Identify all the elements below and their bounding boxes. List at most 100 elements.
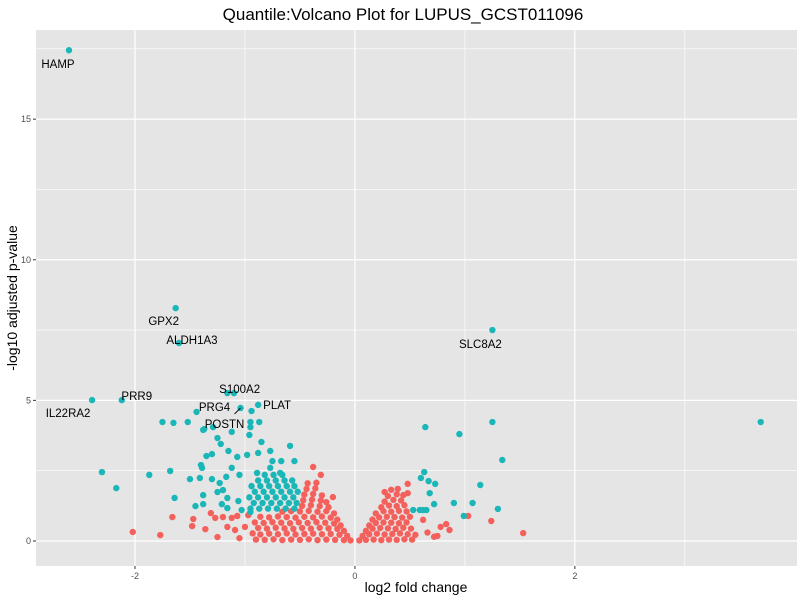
point-significant bbox=[469, 499, 476, 507]
point-significant bbox=[431, 480, 439, 488]
point-not-significant bbox=[309, 530, 317, 537]
point-not-significant bbox=[395, 507, 403, 515]
point-significant bbox=[291, 505, 298, 512]
point-not-significant bbox=[396, 530, 404, 537]
point-not-significant bbox=[397, 497, 405, 504]
gene-label: PRR9 bbox=[121, 391, 152, 403]
point-not-significant bbox=[381, 488, 388, 496]
point-not-significant bbox=[400, 524, 407, 531]
point-significant bbox=[203, 452, 210, 460]
point-not-significant bbox=[330, 510, 338, 517]
point-not-significant bbox=[393, 491, 400, 498]
point-significant bbox=[270, 471, 277, 479]
point-not-significant bbox=[309, 514, 317, 521]
point-not-significant bbox=[257, 531, 264, 538]
point-not-significant bbox=[404, 531, 411, 538]
point-significant bbox=[247, 423, 254, 431]
point-not-significant bbox=[390, 496, 397, 504]
x-tick-label: -2 bbox=[131, 571, 139, 581]
point-not-significant bbox=[219, 513, 227, 521]
point-not-significant bbox=[318, 513, 326, 520]
point-not-significant bbox=[323, 536, 330, 543]
gene-label: ALDH1A3 bbox=[166, 335, 217, 347]
gene-label: PRG4 bbox=[199, 402, 231, 414]
point-significant bbox=[218, 500, 226, 508]
point-significant bbox=[248, 407, 255, 415]
point-significant bbox=[248, 482, 255, 490]
point-significant bbox=[276, 499, 284, 507]
point-not-significant bbox=[383, 513, 391, 520]
point-not-significant bbox=[269, 518, 276, 526]
data-points bbox=[65, 47, 764, 544]
point-not-significant bbox=[274, 531, 282, 538]
point-not-significant bbox=[373, 530, 381, 537]
point-significant bbox=[198, 464, 206, 472]
point-not-significant bbox=[309, 490, 317, 498]
point-significant bbox=[247, 418, 254, 426]
point-significant bbox=[420, 468, 428, 476]
point-not-significant bbox=[307, 525, 315, 532]
point-not-significant bbox=[519, 529, 527, 537]
point-not-significant bbox=[301, 530, 308, 538]
x-axis-ticks: -2 0 2 bbox=[131, 566, 577, 581]
point-significant bbox=[263, 494, 271, 501]
point-not-significant bbox=[393, 502, 400, 510]
point-not-significant bbox=[252, 536, 260, 543]
point-significant bbox=[193, 408, 200, 416]
point-not-significant bbox=[424, 529, 431, 536]
point-not-significant bbox=[265, 530, 273, 537]
point-not-significant bbox=[283, 530, 290, 537]
point-not-significant bbox=[287, 536, 295, 543]
point-significant bbox=[201, 425, 208, 433]
y-tick-label: 15 bbox=[21, 114, 31, 124]
point-not-significant bbox=[388, 508, 395, 515]
point-significant bbox=[238, 506, 245, 514]
point-not-significant bbox=[278, 519, 285, 526]
point-not-significant bbox=[325, 525, 332, 532]
gene-label: IL22RA2 bbox=[46, 408, 91, 420]
point-significant bbox=[417, 474, 425, 482]
point-not-significant bbox=[446, 526, 453, 534]
point-significant bbox=[258, 438, 265, 446]
point-not-significant bbox=[404, 489, 411, 497]
point-not-significant bbox=[257, 513, 264, 520]
point-not-significant bbox=[169, 513, 176, 521]
point-significant bbox=[267, 464, 274, 472]
point-not-significant bbox=[381, 498, 388, 505]
point-significant bbox=[499, 456, 506, 464]
point-not-significant bbox=[298, 524, 306, 532]
point-significant bbox=[196, 474, 204, 482]
point-not-significant bbox=[381, 531, 388, 538]
point-significant bbox=[273, 505, 281, 512]
point-not-significant bbox=[305, 536, 312, 543]
point-significant bbox=[228, 464, 235, 472]
point-not-significant bbox=[407, 525, 415, 532]
point-not-significant bbox=[488, 517, 495, 525]
point-not-significant bbox=[395, 520, 403, 527]
point-not-significant bbox=[157, 531, 164, 539]
point-significant bbox=[278, 457, 285, 465]
point-significant bbox=[98, 468, 106, 476]
point-not-significant bbox=[403, 519, 410, 526]
point-significant bbox=[285, 499, 293, 507]
point-not-significant bbox=[404, 480, 411, 488]
point-not-significant bbox=[412, 531, 419, 538]
point-not-significant bbox=[279, 536, 286, 544]
y-axis-label: -log10 adjusted p-value bbox=[4, 225, 20, 371]
point-not-significant bbox=[370, 536, 377, 543]
point-significant bbox=[410, 506, 417, 514]
point-not-significant bbox=[356, 537, 363, 544]
point-significant bbox=[186, 475, 194, 483]
point-not-significant bbox=[394, 485, 402, 493]
point-not-significant bbox=[314, 508, 321, 515]
point-not-significant bbox=[261, 536, 268, 544]
y-axis-ticks: 0 5 10 15 bbox=[21, 114, 36, 546]
point-not-significant bbox=[385, 536, 393, 543]
point-not-significant bbox=[385, 502, 393, 509]
point-significant bbox=[225, 447, 232, 455]
point-significant bbox=[291, 457, 298, 465]
point-significant bbox=[286, 442, 294, 450]
point-not-significant bbox=[308, 496, 316, 503]
point-significant bbox=[230, 389, 238, 397]
point-significant bbox=[219, 486, 227, 494]
